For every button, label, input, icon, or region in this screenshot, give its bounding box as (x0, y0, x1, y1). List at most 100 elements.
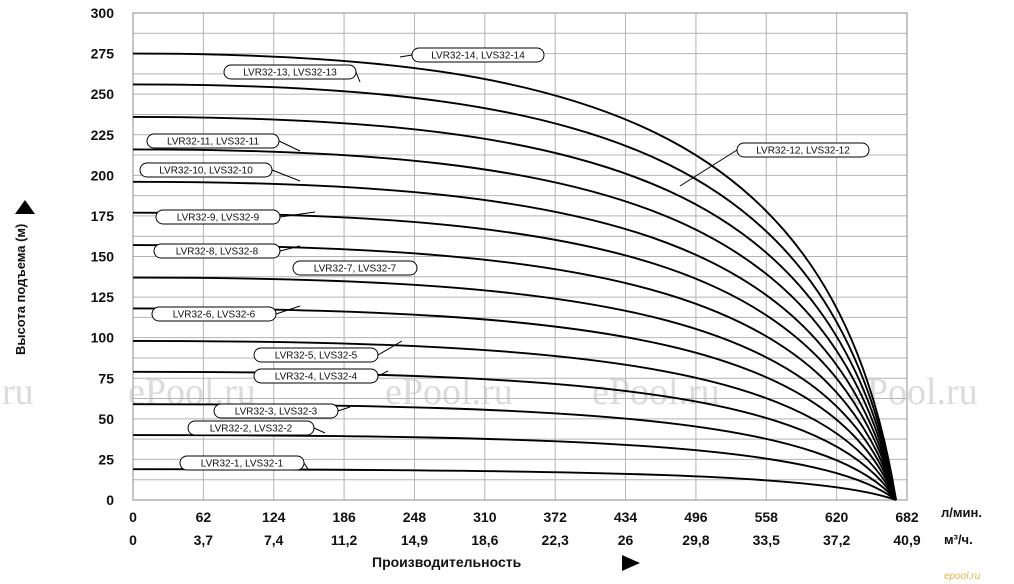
y-tick-label: 25 (98, 451, 114, 467)
curve-label-14: LVR32-14, LVS32-14 (399, 47, 545, 63)
x-unit-lmin: л/мин. (941, 505, 982, 520)
label-text: LVR32-3, LVS32-3 (235, 407, 318, 418)
curve-6 (132, 307, 897, 501)
y-axis-ticks: 0 25 50 75 100 125 150 175 200 225 250 275 300 (91, 5, 115, 508)
y-tick-label: 75 (98, 370, 114, 386)
curve-label-13: LVR32-13, LVS32-13 (223, 64, 361, 83)
x-unit-m3h: м³/ч. (944, 532, 973, 547)
label-leader (337, 406, 351, 412)
curve-label-12: LVR32-12, LVS32-12 (679, 142, 870, 187)
curve-label-1: LVR32-1, LVS32-1 (179, 455, 309, 471)
y-tick-label: 100 (91, 330, 115, 346)
curve-labels: LVR32-1, LVS32-1 LVR32-2, LVS32-2 LVR32-3,… (139, 47, 870, 471)
label-leader (278, 140, 301, 152)
corner-mark: epool.ru (944, 571, 981, 582)
x-tick-label-m3h: 22,3 (542, 532, 569, 548)
y-tick-label: 225 (91, 127, 115, 143)
x-tick-label-lmin: 186 (332, 509, 356, 525)
watermark-text: ePool.ru (850, 371, 978, 413)
x-tick-label-m3h: 33,5 (753, 532, 780, 548)
label-pill (253, 368, 379, 384)
x-tick-label-lmin: 620 (825, 509, 849, 525)
x-tick-label-m3h: 14,9 (401, 532, 428, 548)
label-text: LVR32-9, LVS32-9 (177, 213, 260, 224)
curve-label-11: LVR32-11, LVS32-11 (146, 133, 301, 152)
y-tick-label: 125 (91, 289, 115, 305)
label-text: LVR32-13, LVS32-13 (243, 68, 337, 79)
label-leader (377, 370, 389, 377)
label-pill (223, 64, 357, 80)
label-leader (679, 149, 738, 187)
label-text: LVR32-4, LVS32-4 (275, 372, 358, 383)
x-tick-label-lmin: 558 (755, 509, 779, 525)
label-pill (179, 455, 305, 471)
label-leader (355, 71, 361, 83)
x-tick-label-lmin: 372 (544, 509, 568, 525)
watermarks: ru ePool.ru ePool.ru ePool.ru ePool.ru (2, 371, 978, 413)
label-leader (303, 462, 309, 470)
curve-label-4: LVR32-4, LVS32-4 (253, 368, 389, 384)
curve-label-8: LVR32-8, LVS32-8 (153, 243, 301, 259)
y-tick-label: 200 (91, 167, 115, 183)
label-leader (275, 305, 301, 315)
curve-8 (132, 244, 897, 501)
curve-1 (132, 468, 897, 501)
curve-12 (132, 115, 897, 501)
label-pill (146, 133, 280, 149)
x-tick-label-lmin: 496 (684, 509, 708, 525)
x-tick-label-m3h: 37,2 (823, 532, 850, 548)
label-text: LVR32-6, LVS32-6 (173, 310, 256, 321)
label-text: LVR32-7, LVS32-7 (314, 264, 397, 275)
curve-11 (132, 148, 897, 501)
curve-2 (132, 434, 897, 501)
curve-10 (132, 180, 897, 501)
x-tick-label-lmin: 434 (614, 509, 638, 525)
label-pill (736, 142, 870, 158)
y-tick-label: 0 (106, 492, 114, 508)
y-axis-label: Высота подъема (м) (13, 224, 28, 355)
x-tick-label-lmin: 0 (129, 509, 137, 525)
x-tick-label-lmin: 124 (262, 509, 286, 525)
y-axis-arrow-icon (15, 200, 35, 214)
x-tick-label-m3h: 40,9 (893, 532, 920, 548)
label-pill (213, 403, 339, 419)
x-tick-label-m3h: 26 (618, 532, 634, 548)
plot-frame (132, 12, 908, 501)
label-text: LVR32-11, LVS32-11 (167, 137, 260, 148)
x-tick-label-m3h: 7,4 (264, 532, 284, 548)
label-pill (253, 347, 379, 363)
label-leader (313, 427, 326, 434)
x-tick-label-lmin: 248 (403, 509, 427, 525)
label-pill (292, 260, 418, 276)
y-tick-label: 275 (91, 46, 115, 62)
y-tick-label: 175 (91, 208, 115, 224)
curve-label-9: LVR32-9, LVS32-9 (155, 209, 316, 225)
x-axis-ticks: 0 62 124 186 248 310 372 434 496 558 620 682 0 3,7 7,4… (129, 509, 921, 548)
x-tick-label-lmin: 62 (196, 509, 212, 525)
label-leader (271, 169, 301, 182)
label-text: LVR32-14, LVS32-14 (431, 51, 525, 62)
x-axis-arrow-icon (622, 555, 640, 571)
label-pill (153, 243, 281, 259)
label-text: LVR32-5, LVS32-5 (275, 351, 358, 362)
label-leader (377, 340, 403, 356)
curve-label-2: LVR32-2, LVS32-2 (187, 420, 326, 436)
label-pill (411, 47, 545, 63)
x-tick-label-m3h: 0 (129, 532, 137, 548)
label-leader (279, 245, 301, 252)
grid (132, 12, 908, 501)
label-pill (139, 162, 273, 178)
curve-label-7: LVR32-7, LVS32-7 (292, 260, 418, 276)
label-pill (155, 209, 281, 225)
curve-9 (132, 211, 897, 501)
curve-label-3: LVR32-3, LVS32-3 (213, 403, 351, 419)
y-tick-label: 150 (91, 249, 115, 265)
label-leader (279, 211, 316, 218)
x-tick-label-m3h: 3,7 (194, 532, 214, 548)
label-pill (187, 420, 315, 436)
curve-label-6: LVR32-6, LVS32-6 (151, 305, 301, 322)
x-tick-label-m3h: 29,8 (682, 532, 709, 548)
y-tick-label: 300 (91, 5, 115, 21)
watermark-text: ru (2, 371, 34, 413)
